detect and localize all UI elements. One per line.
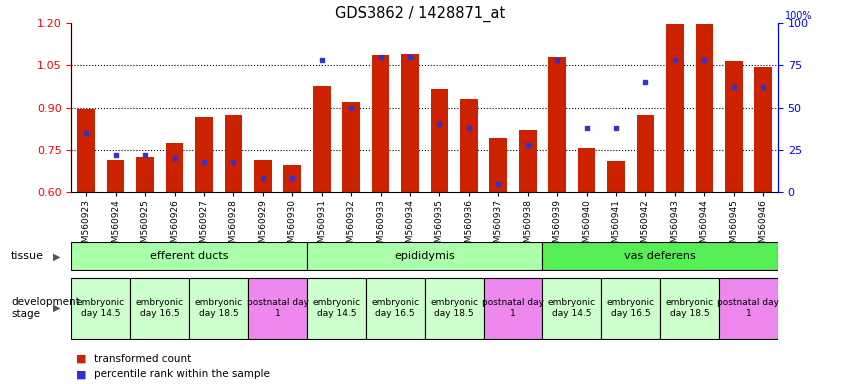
Bar [307,243,542,270]
Bar [71,243,307,270]
Bar [425,278,484,339]
Text: tissue: tissue [11,251,44,262]
Bar [548,57,566,192]
Bar [542,243,778,270]
Bar [107,160,124,192]
Bar [283,165,301,192]
Text: postnatal day
1: postnatal day 1 [717,298,780,318]
Text: embryonic
day 16.5: embryonic day 16.5 [371,298,420,318]
Text: embryonic
day 14.5: embryonic day 14.5 [77,298,125,318]
Text: efferent ducts: efferent ducts [150,251,229,262]
Bar [130,278,189,339]
Bar [307,278,366,339]
Text: embryonic
day 18.5: embryonic day 18.5 [430,298,479,318]
Bar [136,157,154,192]
Text: embryonic
day 16.5: embryonic day 16.5 [135,298,184,318]
Bar [519,130,537,192]
Text: embryonic
day 14.5: embryonic day 14.5 [312,298,361,318]
Bar [313,86,331,192]
Bar [725,61,743,192]
Text: ▶: ▶ [54,251,61,262]
Bar [366,278,425,339]
Bar [195,118,213,192]
Text: vas deferens: vas deferens [624,251,696,262]
Bar [166,143,183,192]
Text: epididymis: epididymis [394,251,455,262]
Bar [431,89,448,192]
Bar [77,109,95,192]
Bar [71,278,130,339]
Bar [607,161,625,192]
Bar [484,278,542,339]
Bar [401,54,419,192]
Bar [696,25,713,192]
Text: postnatal day
1: postnatal day 1 [482,298,544,318]
Bar [601,278,660,339]
Bar [637,114,654,192]
Bar [460,99,478,192]
Text: transformed count: transformed count [94,354,192,364]
Bar [342,102,360,192]
Bar [754,67,772,192]
Text: embryonic
day 16.5: embryonic day 16.5 [606,298,655,318]
Bar [542,278,601,339]
Bar [254,160,272,192]
Bar [225,114,242,192]
Bar [189,278,248,339]
Text: ■: ■ [76,354,86,364]
Bar [666,25,684,192]
Text: development
stage: development stage [11,297,80,319]
Text: embryonic
day 18.5: embryonic day 18.5 [665,298,714,318]
Text: percentile rank within the sample: percentile rank within the sample [94,369,270,379]
Text: postnatal day
1: postnatal day 1 [246,298,309,318]
Bar [248,278,307,339]
Bar [719,278,778,339]
Bar [489,139,507,192]
Bar [660,278,719,339]
Text: embryonic
day 18.5: embryonic day 18.5 [194,298,243,318]
Text: ▶: ▶ [54,303,61,313]
Text: embryonic
day 14.5: embryonic day 14.5 [547,298,596,318]
Text: 100%: 100% [785,12,812,22]
Bar [578,148,595,192]
Bar [372,55,389,192]
Text: ■: ■ [76,369,86,379]
Text: GDS3862 / 1428871_at: GDS3862 / 1428871_at [336,6,505,22]
